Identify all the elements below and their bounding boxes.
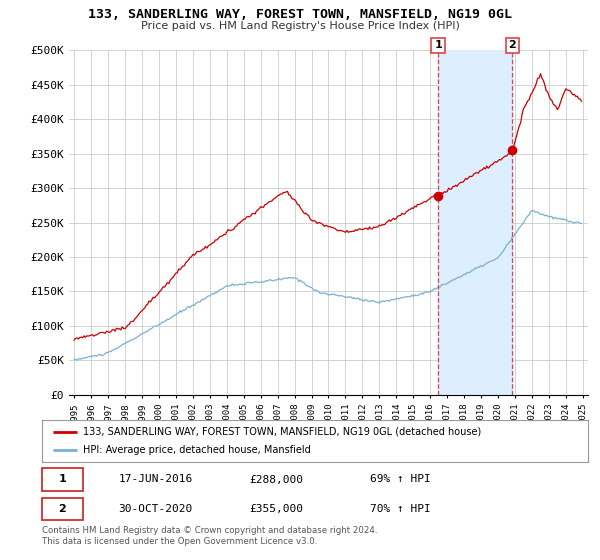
Text: 1: 1	[59, 474, 67, 484]
Text: £355,000: £355,000	[250, 504, 304, 514]
Text: Contains HM Land Registry data © Crown copyright and database right 2024.
This d: Contains HM Land Registry data © Crown c…	[42, 526, 377, 546]
FancyBboxPatch shape	[42, 498, 83, 520]
FancyBboxPatch shape	[42, 468, 83, 491]
Text: 2: 2	[59, 504, 67, 514]
Text: 30-OCT-2020: 30-OCT-2020	[118, 504, 193, 514]
Text: 133, SANDERLING WAY, FOREST TOWN, MANSFIELD, NG19 0GL: 133, SANDERLING WAY, FOREST TOWN, MANSFI…	[88, 8, 512, 21]
Text: £288,000: £288,000	[250, 474, 304, 484]
Text: 133, SANDERLING WAY, FOREST TOWN, MANSFIELD, NG19 0GL (detached house): 133, SANDERLING WAY, FOREST TOWN, MANSFI…	[83, 427, 481, 437]
Text: 17-JUN-2016: 17-JUN-2016	[118, 474, 193, 484]
Text: HPI: Average price, detached house, Mansfield: HPI: Average price, detached house, Mans…	[83, 445, 311, 455]
Text: Price paid vs. HM Land Registry's House Price Index (HPI): Price paid vs. HM Land Registry's House …	[140, 21, 460, 31]
Text: 70% ↑ HPI: 70% ↑ HPI	[370, 504, 430, 514]
Text: 2: 2	[508, 40, 516, 50]
Bar	[438, 50, 512, 395]
Text: 1: 1	[434, 40, 442, 50]
Text: 69% ↑ HPI: 69% ↑ HPI	[370, 474, 430, 484]
